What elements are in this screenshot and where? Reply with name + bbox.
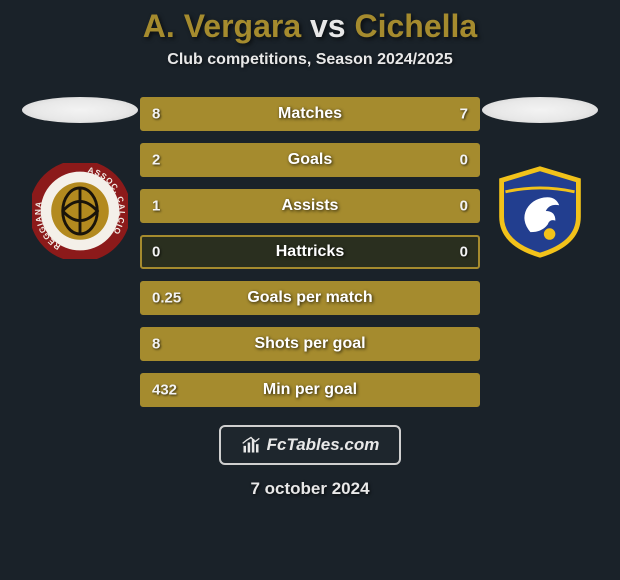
page-title: A. Vergara vs Cichella bbox=[143, 8, 477, 45]
comparison-card: A. Vergara vs Cichella Club competitions… bbox=[0, 0, 620, 580]
right-spotlight bbox=[482, 97, 598, 123]
stat-value-right: 0 bbox=[450, 152, 478, 169]
subtitle: Club competitions, Season 2024/2025 bbox=[167, 51, 452, 69]
chart-icon bbox=[241, 435, 261, 455]
team-crest-right bbox=[492, 163, 588, 259]
stat-bar: 0 0 Hattricks bbox=[140, 235, 480, 269]
right-side bbox=[480, 97, 600, 259]
brand-text: FcTables.com bbox=[267, 435, 380, 455]
stat-label: Matches bbox=[278, 105, 342, 123]
body-row: ASSOC. CALCIO REGGIANA 8 7 Matches 2 0 Goals 1… bbox=[0, 97, 620, 407]
frosinone-crest-icon bbox=[492, 163, 588, 259]
stat-value-left: 432 bbox=[142, 382, 187, 399]
stat-value-left: 1 bbox=[142, 198, 170, 215]
left-spotlight bbox=[22, 97, 138, 123]
date-label: 7 october 2024 bbox=[250, 479, 369, 499]
stat-value-left: 8 bbox=[142, 106, 170, 123]
stat-value-right: 7 bbox=[450, 106, 478, 123]
stat-label: Goals per match bbox=[247, 289, 372, 307]
stat-label: Min per goal bbox=[263, 381, 357, 399]
brand-badge[interactable]: FcTables.com bbox=[219, 425, 402, 465]
team-crest-left: ASSOC. CALCIO REGGIANA bbox=[32, 163, 128, 259]
stat-label: Hattricks bbox=[276, 243, 344, 261]
stat-label: Shots per goal bbox=[254, 335, 365, 353]
stat-bar: 0.25 Goals per match bbox=[140, 281, 480, 315]
left-side: ASSOC. CALCIO REGGIANA bbox=[20, 97, 140, 259]
stat-value-left: 0.25 bbox=[142, 290, 191, 307]
player2-name: Cichella bbox=[354, 8, 477, 44]
stat-label: Goals bbox=[288, 151, 332, 169]
stat-bar: 2 0 Goals bbox=[140, 143, 480, 177]
stat-value-right: 0 bbox=[450, 198, 478, 215]
vs-label: vs bbox=[310, 8, 346, 44]
stat-bar: 8 Shots per goal bbox=[140, 327, 480, 361]
stat-value-left: 2 bbox=[142, 152, 170, 169]
stat-value-right: 0 bbox=[450, 244, 478, 261]
reggiana-crest-icon: ASSOC. CALCIO REGGIANA bbox=[32, 163, 128, 259]
stat-bar: 432 Min per goal bbox=[140, 373, 480, 407]
stat-value-left: 8 bbox=[142, 336, 170, 353]
player1-name: A. Vergara bbox=[143, 8, 301, 44]
stat-value-left: 0 bbox=[142, 244, 170, 261]
stat-bars: 8 7 Matches 2 0 Goals 1 0 Assists 0 0 Hattricks 0.25… bbox=[140, 97, 480, 407]
stat-bar: 8 7 Matches bbox=[140, 97, 480, 131]
stat-bar: 1 0 Assists bbox=[140, 189, 480, 223]
stat-label: Assists bbox=[282, 197, 339, 215]
